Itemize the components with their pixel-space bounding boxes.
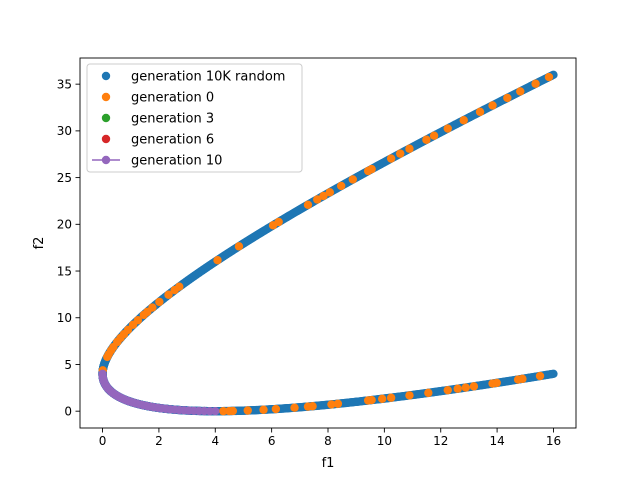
data-point	[243, 406, 252, 415]
x-tick-label: 2	[155, 434, 163, 448]
data-point	[475, 107, 485, 117]
data-point	[170, 285, 179, 295]
legend: generation 10K random generation 0 generat…	[86, 63, 303, 173]
data-point	[377, 394, 387, 404]
data-point	[443, 385, 452, 395]
y-axis-label: f2	[32, 237, 47, 250]
data-point	[336, 181, 346, 191]
data-point	[139, 310, 149, 320]
data-point	[396, 149, 405, 158]
legend-label: generation 3	[131, 112, 214, 127]
x-tick-label: 4	[211, 434, 219, 448]
series-1	[98, 72, 554, 416]
legend-frame	[86, 63, 303, 173]
data-point	[234, 242, 244, 251]
y-tick-label: 25	[57, 171, 72, 185]
data-point	[535, 371, 545, 381]
data-point	[453, 384, 462, 393]
y-tick-label: 15	[57, 264, 72, 278]
data-point	[405, 391, 414, 400]
data-point	[268, 221, 278, 230]
legend-marker	[101, 71, 111, 81]
legend-marker	[101, 155, 111, 165]
legend-label: generation 6	[131, 133, 214, 148]
x-tick-label: 6	[268, 434, 276, 448]
legend-marker	[101, 92, 111, 102]
data-point	[518, 374, 527, 384]
y-tick-label: 20	[57, 218, 72, 232]
data-point	[488, 101, 497, 110]
data-point	[228, 406, 238, 416]
x-tick-label: 10	[377, 434, 392, 448]
data-point	[363, 166, 373, 176]
data-point	[327, 400, 336, 409]
legend-item: generation 10	[92, 154, 222, 169]
series-4	[98, 369, 220, 416]
data-point	[424, 388, 433, 398]
x-tick-label: 12	[433, 434, 448, 448]
y-tick-label: 10	[57, 311, 72, 325]
data-point	[503, 93, 512, 103]
series-layer	[98, 70, 558, 416]
data-point	[544, 72, 554, 82]
data-point	[531, 79, 540, 88]
legend-item: generation 3	[101, 112, 214, 127]
data-point	[164, 290, 173, 299]
data-point	[319, 191, 328, 201]
data-point	[549, 369, 558, 379]
legend-label: generation 10K random	[131, 70, 285, 85]
data-point	[459, 116, 468, 125]
data-point	[422, 135, 431, 144]
data-point	[469, 382, 479, 391]
legend-marker	[101, 134, 111, 144]
x-tick-label: 0	[99, 434, 107, 448]
data-point	[313, 195, 322, 204]
x-tick-label: 14	[489, 434, 504, 448]
data-point	[367, 395, 376, 405]
data-point	[308, 402, 317, 411]
data-point	[386, 393, 396, 402]
legend-marker	[101, 113, 111, 123]
x-tick-label: 8	[324, 434, 332, 448]
y-tick-label: 30	[57, 124, 72, 138]
data-point	[348, 175, 358, 184]
y-axis: 0 5 10 15 20 25 30 35	[57, 77, 80, 418]
legend-item: generation 6	[101, 133, 214, 148]
data-point	[259, 405, 268, 414]
data-point	[429, 131, 439, 140]
x-axis-label: f1	[322, 456, 335, 471]
data-point	[271, 404, 281, 414]
x-axis: 0 2 4 6 8 10 12 14 16	[99, 428, 561, 448]
y-tick-label: 35	[57, 77, 72, 91]
legend-label: generation 0	[131, 91, 214, 106]
data-point	[303, 200, 313, 209]
data-point	[405, 144, 414, 153]
legend-item: generation 10K random	[101, 70, 285, 85]
legend-item: generation 0	[101, 91, 214, 106]
y-tick-label: 0	[64, 404, 72, 418]
data-point	[461, 383, 470, 392]
data-point	[155, 297, 164, 307]
data-point	[333, 399, 343, 408]
legend-label: generation 10	[131, 154, 222, 169]
data-point	[213, 255, 222, 265]
y-tick-label: 5	[64, 358, 72, 372]
data-point	[325, 188, 335, 197]
data-point	[103, 352, 112, 362]
data-point	[219, 406, 228, 416]
data-point	[443, 124, 452, 133]
data-point	[290, 403, 299, 412]
data-point	[492, 378, 501, 388]
data-point	[386, 154, 396, 163]
series-line	[101, 373, 216, 412]
data-point	[516, 87, 525, 96]
x-tick-label: 16	[546, 434, 561, 448]
